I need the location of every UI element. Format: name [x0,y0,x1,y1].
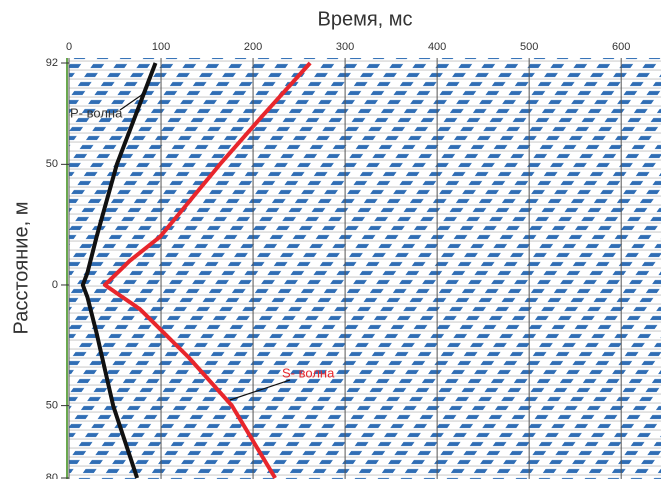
curve [102,61,312,479]
annotation-arrow [229,379,291,401]
y-tick-label: 0 [52,279,58,291]
y-tick-label: 50 [46,400,58,412]
y-axis-label: Расстояние, м [10,202,32,335]
annotation: P- волна [70,105,123,120]
x-tick-label: 300 [336,41,354,53]
annotation-arrow [119,91,147,111]
x-tick-label: 500 [520,41,538,53]
x-tick-label: 600 [612,41,630,53]
annotation: S- волна [282,365,335,380]
y-tick-label: 50 [46,158,58,170]
y-tick-label: 80 [46,472,58,479]
x-tick-label: 200 [244,41,262,53]
y-tick-label: 92 [46,57,58,69]
x-tick-label: 100 [152,41,170,53]
seismogram-background [69,58,661,479]
x-tick-label: 0 [66,41,72,53]
x-tick-label: 400 [428,41,446,53]
x-axis-label: Время, мс [317,8,412,30]
curve [80,62,158,479]
